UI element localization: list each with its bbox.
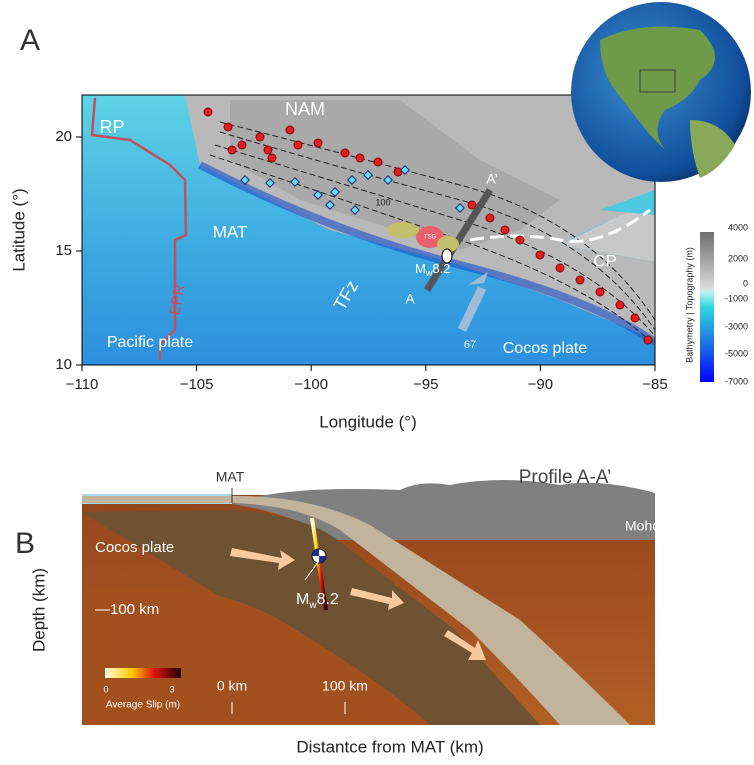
station xyxy=(293,140,303,150)
station xyxy=(290,177,300,187)
section-label: Moho xyxy=(625,518,660,534)
map-label: Pacific plate xyxy=(107,334,193,351)
distance-tick: 100 km xyxy=(322,678,368,694)
station xyxy=(595,287,605,297)
map-label: A’ xyxy=(486,171,497,187)
station xyxy=(223,122,233,132)
station xyxy=(575,275,585,285)
map-label: EPR xyxy=(166,283,188,316)
colorbar xyxy=(700,232,714,382)
station xyxy=(355,153,365,163)
y-axis-label: Depth (km) xyxy=(29,568,48,652)
station xyxy=(615,300,625,310)
slip-colorbar-title: Average Slip (m) xyxy=(106,700,180,711)
station xyxy=(240,175,250,185)
distance-tick: 0 km xyxy=(217,678,247,694)
station xyxy=(267,153,277,163)
map-label: 67 xyxy=(464,339,476,351)
station xyxy=(630,313,640,323)
station xyxy=(455,203,465,213)
x-axis-label: Distantce from MAT (km) xyxy=(296,737,483,756)
slip-tick: 3 xyxy=(169,684,174,694)
colorbar-tick: 2000 xyxy=(728,253,748,263)
colorbar-tick: -3000 xyxy=(725,321,748,331)
station xyxy=(400,165,410,175)
station xyxy=(363,170,373,180)
x-tick-label: −85 xyxy=(642,376,667,393)
panel-label: A xyxy=(20,24,40,57)
map-label: TSG xyxy=(424,235,437,241)
colorbar-tick: 0 xyxy=(743,278,748,288)
event-label: Mw8.2 xyxy=(415,261,450,278)
station xyxy=(313,138,323,148)
station xyxy=(313,190,323,200)
y-axis-label: Latitude (°) xyxy=(9,188,28,271)
station xyxy=(383,175,393,185)
station xyxy=(237,140,247,150)
map-label: A xyxy=(405,291,415,307)
station xyxy=(350,205,360,215)
station xyxy=(643,335,653,345)
station xyxy=(535,250,545,260)
x-tick-label: −105 xyxy=(180,376,214,393)
y-tick-label: 10 xyxy=(55,356,72,373)
station xyxy=(227,145,237,155)
event-label: Mw8.2 xyxy=(296,591,339,610)
station xyxy=(285,125,295,135)
colorbar-tick: -7000 xyxy=(725,376,748,386)
seismic-stations xyxy=(203,107,653,345)
profile-title: Profile A-A’ xyxy=(519,467,612,488)
station xyxy=(373,157,383,167)
station xyxy=(515,235,525,245)
map-label: 100 xyxy=(375,197,390,207)
station xyxy=(263,145,273,155)
y-tick-label: 15 xyxy=(55,242,72,259)
cross-section xyxy=(82,480,655,725)
station xyxy=(467,200,477,210)
map xyxy=(82,95,655,365)
map-label: RP xyxy=(99,117,124,137)
x-axis-label: Longitude (°) xyxy=(319,412,417,431)
map-label: CP xyxy=(593,251,617,270)
station xyxy=(500,225,510,235)
station xyxy=(393,167,403,177)
section-label: MAT xyxy=(216,469,245,485)
colorbar-title: Bathymetry | Topography (m) xyxy=(684,247,694,363)
colorbar-tick: 4000 xyxy=(728,222,748,232)
station xyxy=(347,175,357,185)
map-label: Cocos plate xyxy=(503,340,588,357)
station xyxy=(340,148,350,158)
station xyxy=(255,132,265,142)
station xyxy=(485,213,495,223)
map-label: NAM xyxy=(285,99,325,119)
x-tick-label: −110 xyxy=(66,376,99,393)
section-label: Cocos plate xyxy=(95,539,174,556)
globe xyxy=(571,2,751,182)
map-label: MAT xyxy=(213,222,248,241)
station xyxy=(555,263,565,273)
station xyxy=(330,187,340,197)
colorbar-tick: -5000 xyxy=(725,348,748,358)
colorbar-tick: -1000 xyxy=(725,293,748,303)
x-tick-label: −100 xyxy=(294,376,328,393)
y-tick-label: 20 xyxy=(55,128,72,145)
station xyxy=(265,178,275,188)
panel-label: B xyxy=(15,527,35,560)
slip-tick: 0 xyxy=(103,684,108,694)
station xyxy=(203,107,213,117)
section-label: —100 km xyxy=(95,601,159,618)
map-frame xyxy=(81,94,656,366)
x-tick-label: −95 xyxy=(413,376,438,393)
x-tick-label: −90 xyxy=(528,376,553,393)
station xyxy=(325,200,335,210)
